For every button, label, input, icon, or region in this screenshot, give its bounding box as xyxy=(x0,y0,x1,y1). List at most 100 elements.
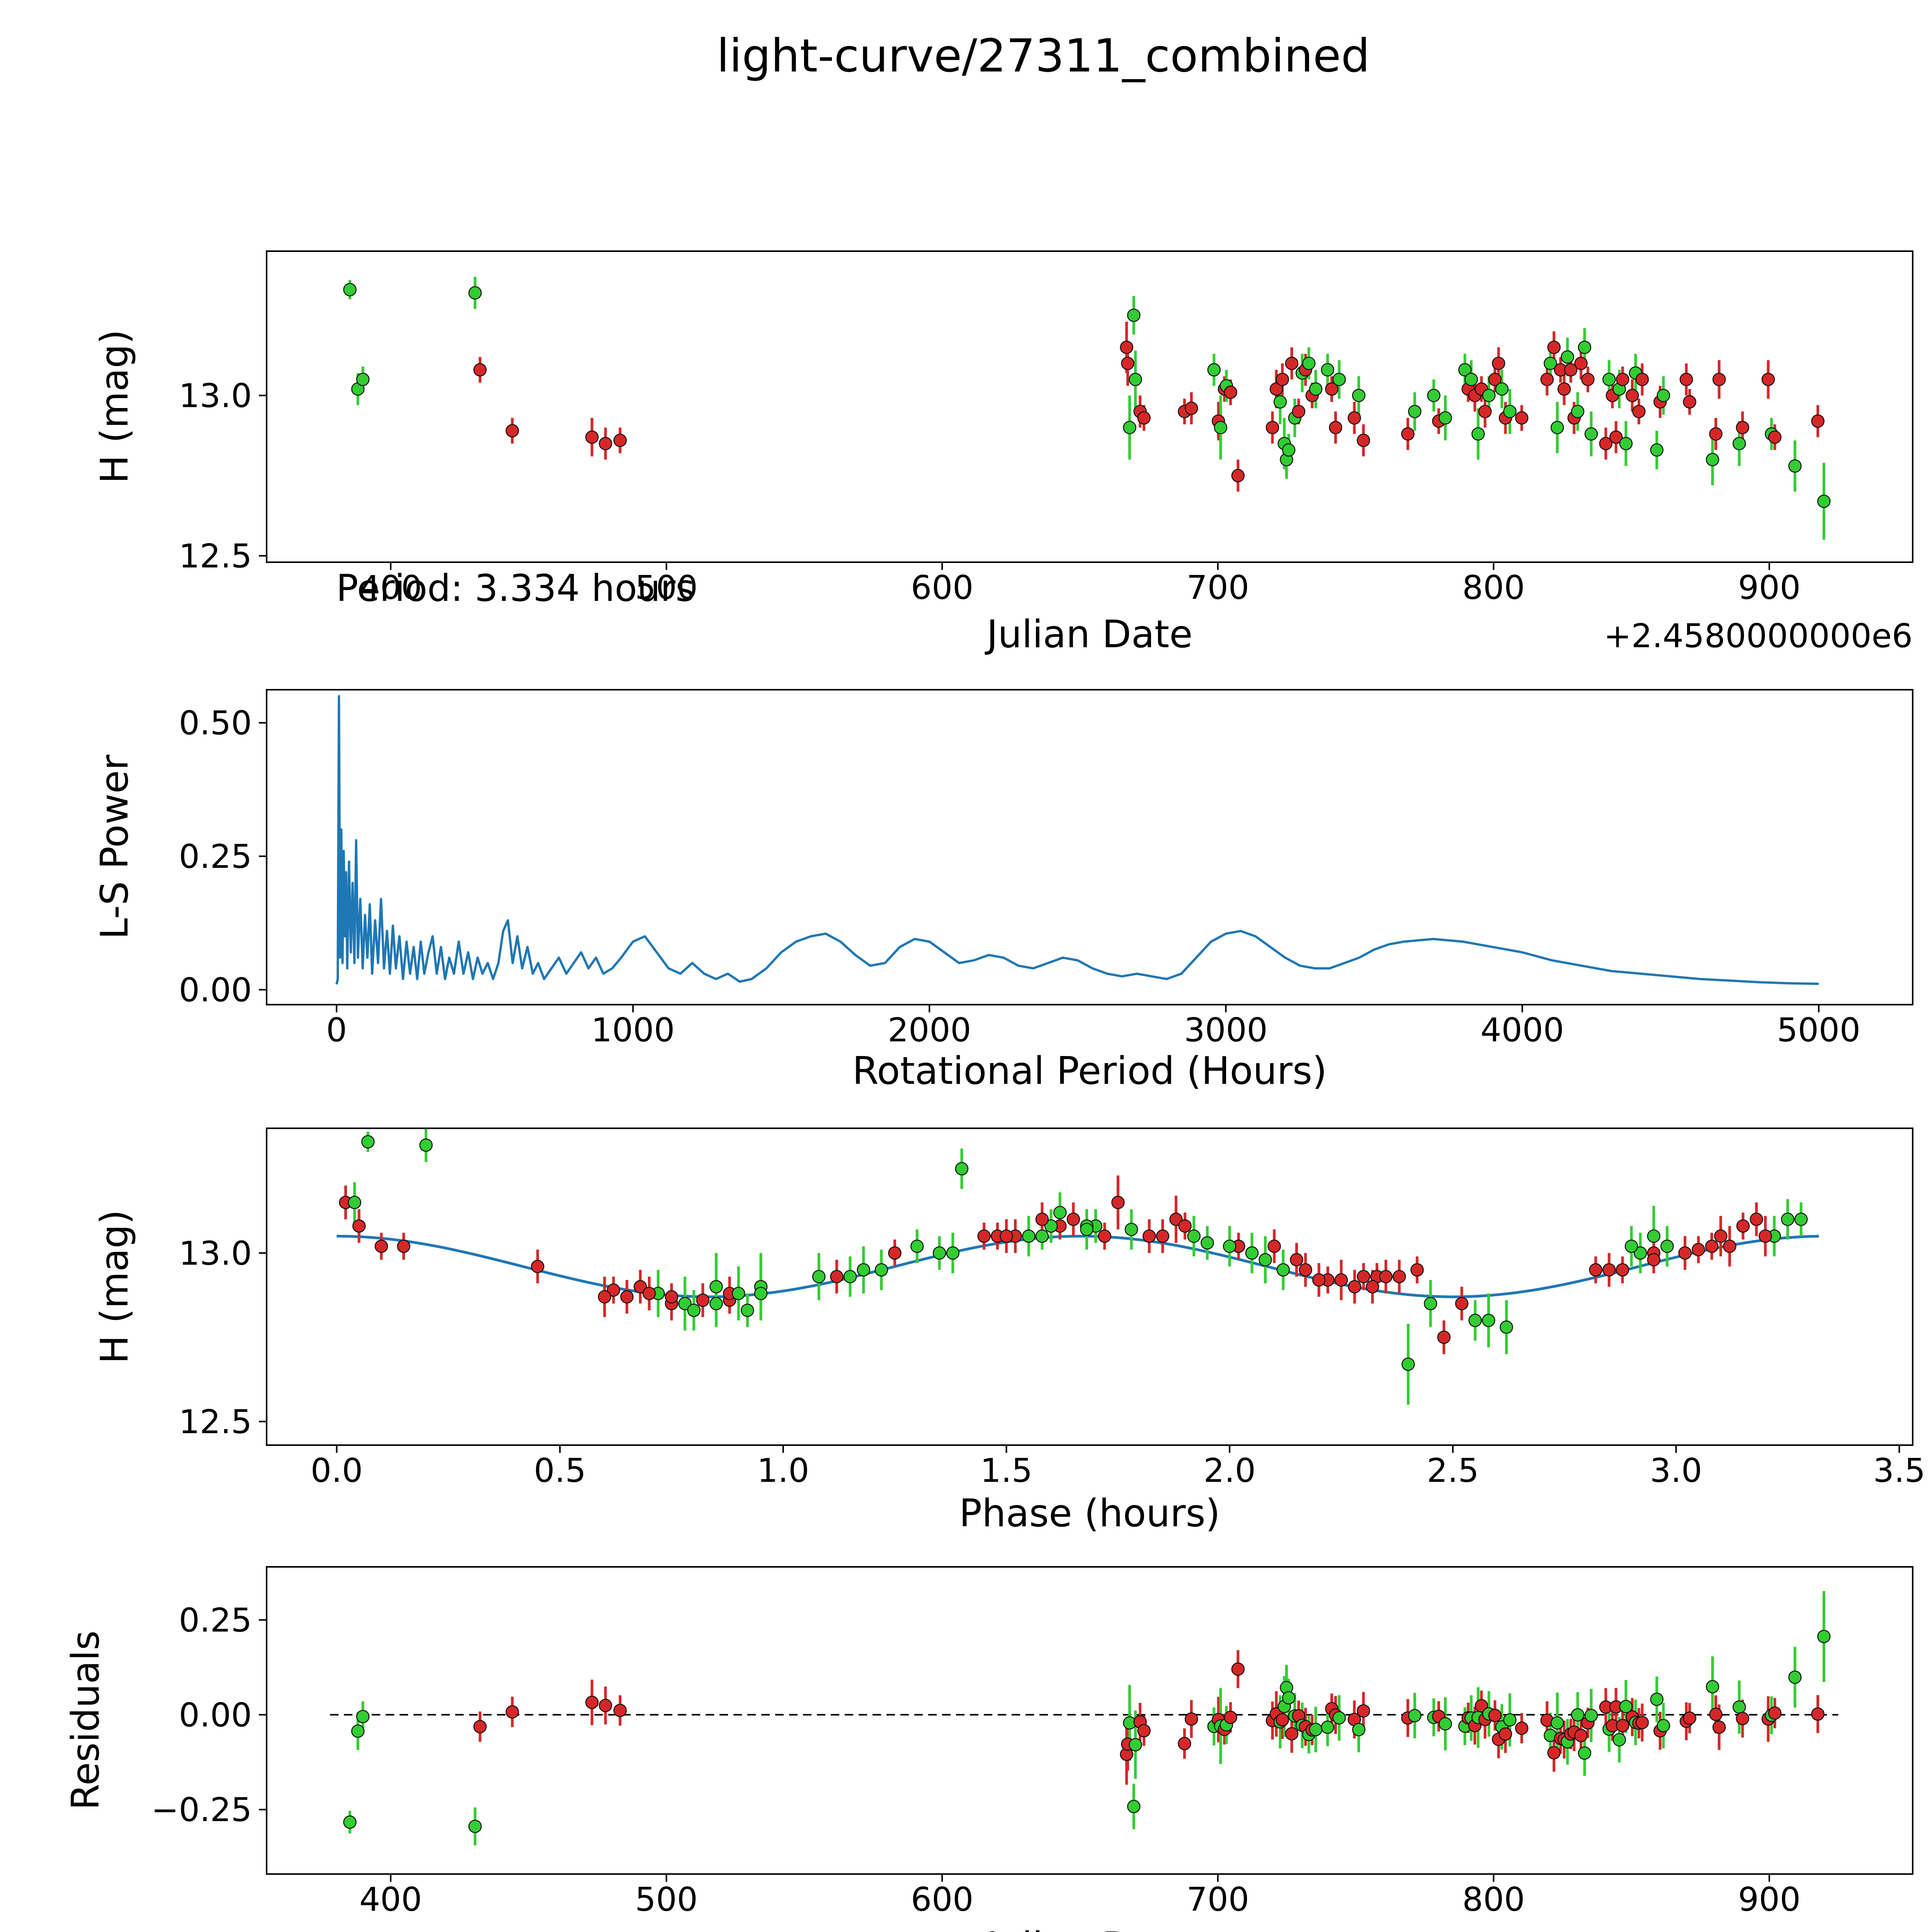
data-point-green xyxy=(343,283,357,296)
data-point-red xyxy=(1000,1229,1013,1243)
data-point-green xyxy=(874,1263,888,1277)
data-point-green xyxy=(1423,1297,1437,1310)
data-point-green xyxy=(348,1196,361,1209)
data-point-green xyxy=(754,1287,768,1300)
x-tick-label: 1.0 xyxy=(757,1452,809,1490)
x-tick-label: 400 xyxy=(359,569,422,607)
data-point-red xyxy=(1357,1704,1370,1718)
y-tick-label: 13.0 xyxy=(179,1235,252,1273)
x-tick-label: 0 xyxy=(326,1011,347,1049)
data-point-green xyxy=(1282,1691,1296,1705)
data-point-red xyxy=(1811,1707,1825,1721)
data-point-green xyxy=(1408,405,1422,418)
data-point-red xyxy=(1137,411,1151,425)
data-point-red xyxy=(1488,1709,1502,1722)
data-point-green xyxy=(468,286,482,300)
data-point-green xyxy=(1332,1711,1346,1725)
x-tick-label: 500 xyxy=(635,1881,698,1919)
data-point-red xyxy=(585,430,599,444)
data-point-red xyxy=(1120,340,1133,354)
data-point-red xyxy=(1325,382,1338,396)
data-point-green xyxy=(1817,1629,1831,1643)
data-point-red xyxy=(1616,372,1629,386)
data-point-green xyxy=(1650,443,1664,457)
data-point-green xyxy=(1245,1246,1259,1260)
x-tick-label: 800 xyxy=(1462,1881,1525,1919)
data-point-red xyxy=(1736,1219,1750,1233)
y-tick-label: 0.50 xyxy=(179,704,252,743)
data-point-red xyxy=(1683,395,1696,409)
data-point-red xyxy=(830,1270,844,1284)
x-tick-label: 3.0 xyxy=(1650,1452,1702,1490)
data-point-red xyxy=(1111,1196,1125,1209)
x-tick-label: 2.5 xyxy=(1427,1452,1479,1490)
data-point-red xyxy=(1609,430,1623,444)
x-tick-label: 1.5 xyxy=(980,1452,1032,1490)
data-point-red xyxy=(1366,1280,1379,1294)
data-point-green xyxy=(1706,453,1719,466)
data-point-red xyxy=(696,1293,710,1307)
data-point-red xyxy=(1498,1727,1512,1741)
data-point-red xyxy=(1185,401,1198,415)
data-point-green xyxy=(1127,308,1141,322)
axes-frame xyxy=(266,1566,1913,1875)
lightcurve-ylabel: H (mag) xyxy=(93,329,137,483)
data-point-red xyxy=(1455,1297,1469,1310)
x-tick-label: 3.5 xyxy=(1873,1452,1925,1490)
residuals-data-layer xyxy=(330,1591,1838,1845)
data-point-red xyxy=(1329,421,1342,434)
data-point-red xyxy=(613,1704,627,1717)
data-point-green xyxy=(1044,1219,1058,1233)
data-point-red xyxy=(352,1219,366,1233)
data-point-red xyxy=(1401,427,1415,441)
data-point-green xyxy=(1656,389,1670,402)
data-point-red xyxy=(1540,372,1554,386)
data-point-red xyxy=(1267,1240,1281,1253)
data-point-red xyxy=(1357,1270,1371,1284)
data-point-red xyxy=(633,1280,647,1294)
data-point-red xyxy=(1679,372,1693,386)
data-point-red xyxy=(1712,1720,1726,1734)
y-tick-label: 13.0 xyxy=(179,377,252,415)
data-point-green xyxy=(361,1135,375,1149)
data-point-green xyxy=(1352,1723,1366,1736)
data-point-red xyxy=(1602,1263,1616,1277)
data-point-green xyxy=(1503,405,1517,418)
data-point-green xyxy=(1223,1240,1236,1253)
data-point-green xyxy=(1612,1733,1626,1747)
data-point-green xyxy=(1201,1236,1214,1250)
data-point-green xyxy=(1656,1719,1670,1733)
data-point-red xyxy=(1142,1229,1156,1243)
data-point-red xyxy=(374,1240,388,1253)
data-point-green xyxy=(343,1815,357,1829)
data-point-red xyxy=(1137,1724,1151,1738)
data-point-green xyxy=(1578,1746,1592,1760)
data-point-green xyxy=(1022,1229,1036,1243)
data-point-red xyxy=(397,1240,410,1253)
data-point-green xyxy=(356,1710,370,1723)
data-point-green xyxy=(1503,1713,1517,1727)
x-tick-label: 3000 xyxy=(1184,1011,1267,1049)
data-point-green xyxy=(1571,405,1585,418)
data-point-green xyxy=(1732,1700,1746,1714)
data-point-green xyxy=(1788,459,1802,473)
data-point-green xyxy=(468,1820,482,1833)
data-point-red xyxy=(505,1705,519,1719)
data-point-red xyxy=(1750,1213,1763,1226)
residuals-ylabel: Residuals xyxy=(64,1631,108,1810)
data-point-red xyxy=(1299,1263,1312,1277)
data-point-green xyxy=(1464,372,1478,386)
data-point-red xyxy=(1692,1243,1705,1257)
data-point-red xyxy=(1290,1253,1303,1267)
data-point-red xyxy=(1169,1213,1183,1226)
data-point-green xyxy=(1732,437,1746,451)
data-point-green xyxy=(1035,1229,1049,1243)
data-point-red xyxy=(1393,1270,1406,1284)
data-point-green xyxy=(1647,1229,1661,1243)
data-point-green xyxy=(1187,1229,1201,1243)
data-point-green xyxy=(1214,421,1228,434)
y-tick-label: 0.00 xyxy=(179,971,252,1009)
data-point-red xyxy=(1768,1706,1782,1720)
data-point-red xyxy=(1678,1246,1692,1260)
